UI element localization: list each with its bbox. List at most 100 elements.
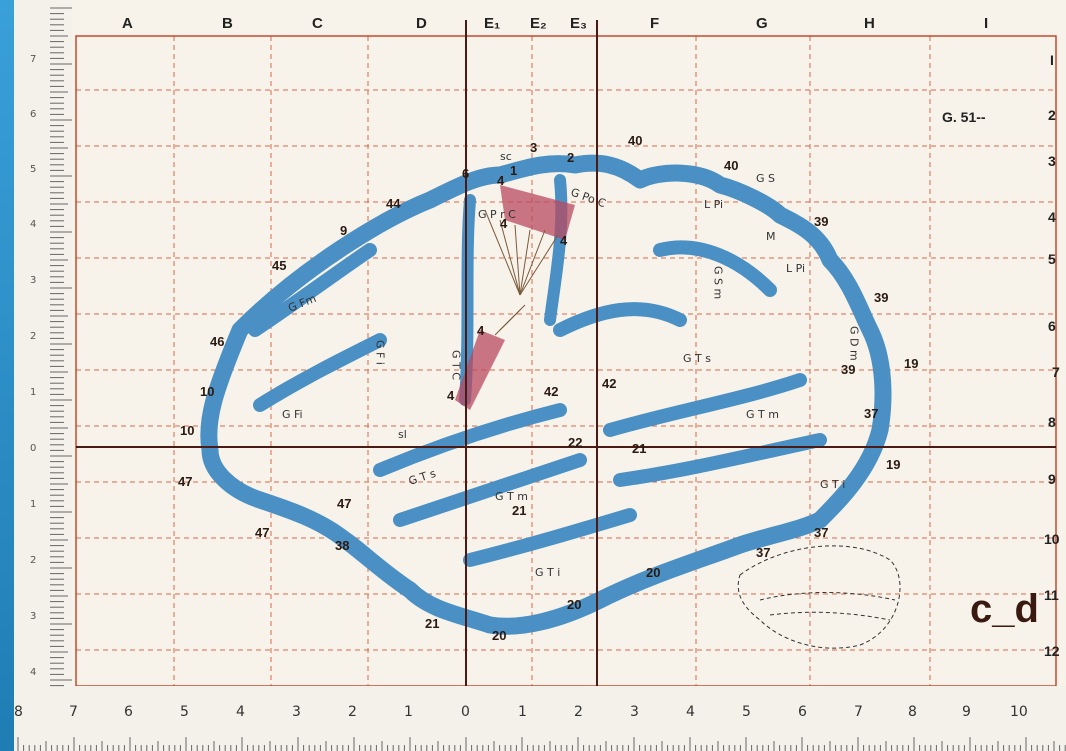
- area-number: 19: [904, 356, 918, 371]
- gyrus-label: G P r C: [478, 208, 516, 221]
- column-label: I: [984, 15, 988, 32]
- area-number: 4: [447, 388, 455, 403]
- ruler-number: 6: [798, 704, 807, 720]
- area-numbers: 6 44 9 45 46 10 10 47 47 47 38 21 20 20 …: [178, 133, 918, 643]
- area-number: 37: [814, 525, 828, 540]
- gyrus-label: G F i: [374, 340, 387, 365]
- ruler-number: 4: [30, 667, 36, 678]
- ruler-number: 6: [30, 109, 36, 120]
- row-label: 9: [1048, 471, 1056, 487]
- bottom-ruler: 8 7 6 5 4 3 2 1 0 1 2 3 4 5 6 7 8 9 10: [14, 686, 1066, 751]
- gyrus-label: G S: [756, 172, 775, 185]
- ruler-number: 4: [30, 219, 36, 230]
- ruler-number: 0: [30, 443, 36, 454]
- area-number: 21: [632, 441, 646, 456]
- ruler-number: 4: [236, 704, 245, 720]
- ruler-number: 5: [742, 704, 751, 720]
- gyrus-label: G T i: [535, 566, 560, 579]
- ruler-number: 1: [30, 387, 36, 398]
- cerebellum-outline: [737, 545, 901, 649]
- column-label: C: [312, 15, 323, 32]
- ruler-number: 10: [1010, 704, 1028, 720]
- row-label: 10: [1044, 531, 1060, 547]
- area-number: 20: [646, 565, 660, 580]
- area-number: 39: [874, 290, 888, 305]
- row-labels: I 2 3 4 5 6 7 8 9 10 11 12: [1044, 52, 1060, 659]
- gyrus-label: G Fi: [282, 408, 303, 421]
- ruler-number: 2: [348, 704, 357, 720]
- area-number: 40: [628, 133, 642, 148]
- ruler-number: 1: [30, 499, 36, 510]
- area-number: 40: [724, 158, 738, 173]
- ruler-number: 7: [69, 704, 78, 720]
- area-number: 20: [567, 597, 581, 612]
- ruler-number: 9: [962, 704, 971, 720]
- row-label: 8: [1048, 414, 1056, 430]
- area-number: 21: [512, 503, 526, 518]
- ruler-strip: [14, 686, 1066, 751]
- column-label: E₂: [530, 15, 547, 32]
- gyrus-label: G D m: [848, 326, 861, 361]
- row-label: I: [1050, 52, 1054, 68]
- gyrus-label: G T C: [450, 350, 463, 380]
- ruler-number: 3: [30, 275, 36, 286]
- area-number: 1: [510, 163, 517, 178]
- ruler-number: 2: [30, 555, 36, 566]
- area-number: 4: [477, 323, 485, 338]
- ruler-number: 8: [908, 704, 917, 720]
- area-number: 38: [335, 538, 349, 553]
- gyrus-label: G T s: [683, 352, 711, 365]
- row-label: 4: [1048, 209, 1056, 225]
- ruler-number: 3: [630, 704, 639, 720]
- column-label: G: [756, 15, 768, 32]
- area-number: 6: [462, 166, 469, 181]
- area-number: 22: [568, 435, 582, 450]
- specimen-code: G. 51--: [942, 109, 986, 125]
- column-label: F: [650, 15, 659, 32]
- left-ruler: 7 6 5 4 3 2 1 0 1 2 3 4: [14, 0, 72, 687]
- area-number: 21: [425, 616, 439, 631]
- column-label: E₁: [484, 15, 500, 32]
- area-number: 45: [272, 258, 286, 273]
- area-number: 42: [544, 384, 558, 399]
- area-number: 10: [180, 423, 194, 438]
- column-label: H: [864, 15, 875, 32]
- ruler-number: 6: [124, 704, 133, 720]
- area-number: 20: [492, 628, 506, 643]
- gyrus-label: G T m: [746, 408, 779, 421]
- opercular-hatch: [455, 330, 505, 410]
- area-number: 39: [814, 214, 828, 229]
- area-number: 9: [340, 223, 347, 238]
- area-number: 47: [337, 496, 351, 511]
- area-number: 46: [210, 334, 224, 349]
- blue-backdrop: [0, 0, 14, 751]
- ruler-number: 5: [180, 704, 189, 720]
- ruler-number: 8: [14, 704, 23, 720]
- ruler-number: 7: [30, 54, 36, 65]
- gyrus-label: G Po C: [569, 186, 608, 211]
- gyrus-label: G T m: [495, 490, 528, 503]
- gyrus-label: M: [766, 230, 776, 243]
- brain-section: [200, 154, 892, 635]
- gyrus-labels: G Fm G Fi G F i G T s G T s G T m G T m …: [282, 150, 861, 579]
- ruler-number: 3: [30, 611, 36, 622]
- corner-text: c_d: [970, 587, 1039, 631]
- ruler-number: 1: [404, 704, 413, 720]
- ruler-number: 0: [461, 704, 470, 720]
- gyrus-label: sc: [500, 150, 512, 163]
- row-label: 2: [1048, 107, 1056, 123]
- gyrus-label: G S m: [712, 266, 725, 299]
- area-number: 4: [500, 216, 508, 231]
- ruler-number: 3: [292, 704, 301, 720]
- column-label: A: [122, 15, 133, 32]
- area-number: 4: [497, 173, 505, 188]
- ruler-number: 2: [30, 331, 36, 342]
- area-number: 39: [841, 362, 855, 377]
- gyrus-label: L Pi: [786, 262, 805, 275]
- column-labels: A B C D E₁ E₂ E₃ F G H I: [122, 15, 988, 32]
- gyrus-label: sl: [398, 428, 407, 441]
- row-label: 5: [1048, 251, 1056, 267]
- column-label: E₃: [570, 15, 587, 32]
- gyrus-label: G T s: [407, 467, 438, 488]
- area-number: 42: [602, 376, 616, 391]
